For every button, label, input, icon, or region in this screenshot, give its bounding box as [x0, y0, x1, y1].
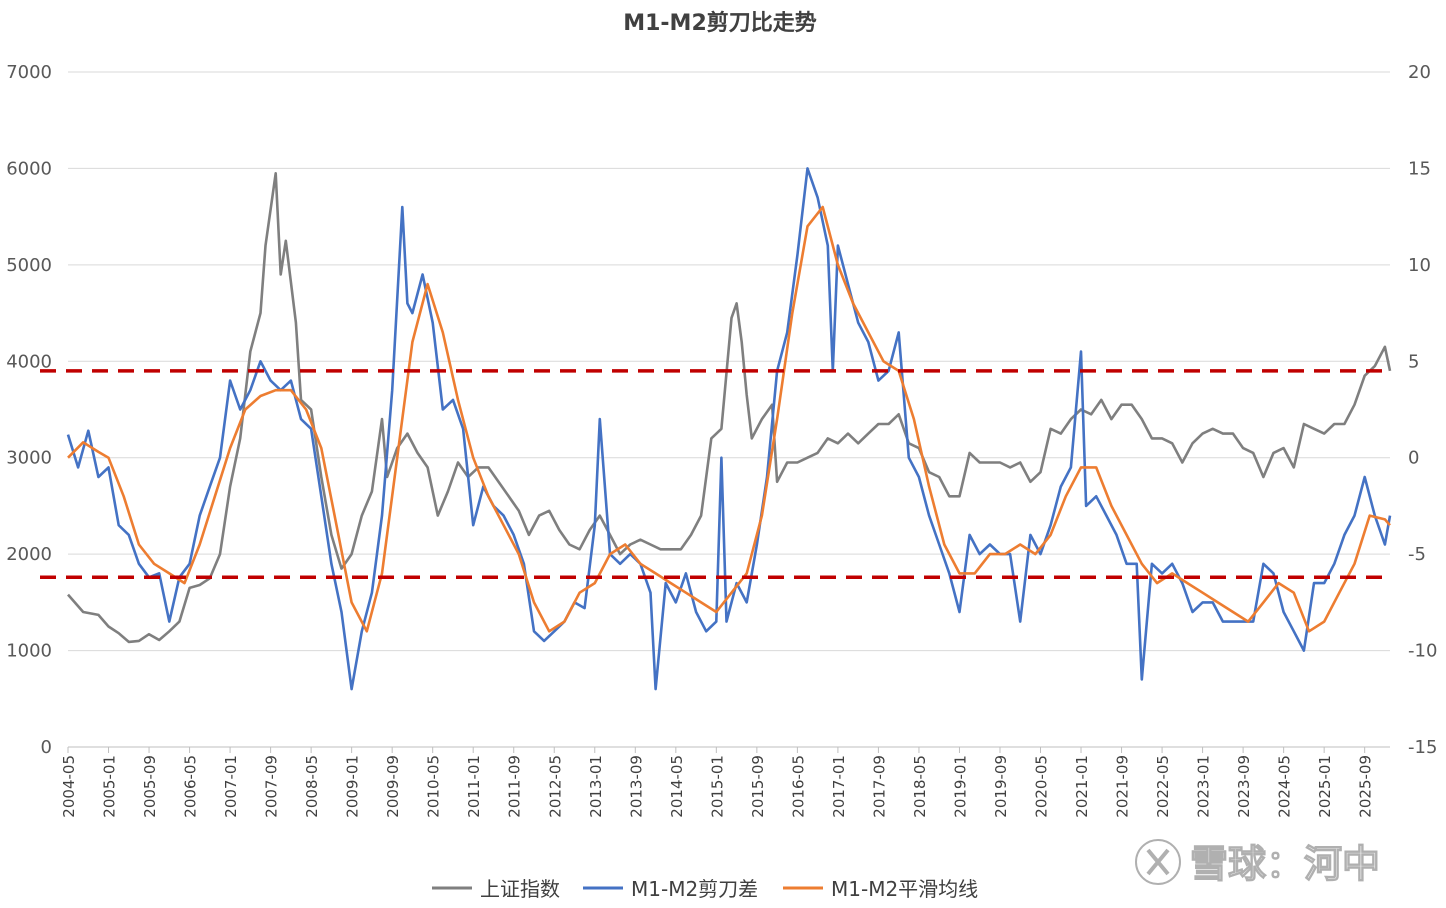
x-tick-label: 2016-05 [789, 755, 807, 818]
x-axis: 2004-05 2005-01 2005-09 2006-05 2007-01 2007-… [60, 746, 1390, 818]
x-tick-label: 2014-05 [668, 755, 686, 818]
x-tick-label: 2017-01 [830, 755, 848, 818]
x-tick-label: 2011-09 [506, 755, 524, 818]
left-tick-label: 5000 [6, 255, 52, 276]
x-tick-label: 2004-05 [60, 755, 78, 818]
x-tick-label: 2011-01 [465, 755, 483, 818]
legend-item: M1-M2平滑均线 [783, 877, 978, 901]
x-tick-label: 2017-09 [870, 755, 888, 818]
left-tick-label: 0 [41, 737, 52, 758]
right-tick-label: -15 [1408, 737, 1437, 758]
left-tick-label: 1000 [6, 641, 52, 662]
x-tick-label: 2008-05 [303, 755, 321, 818]
x-tick-label: 2025-01 [1316, 755, 1334, 818]
watermark: 雪球：河中 [1135, 839, 1381, 887]
x-tick-label: 2019-09 [992, 755, 1010, 818]
x-tick-label: 2024-05 [1276, 755, 1294, 818]
series-lines [66, 167, 1392, 691]
x-tick-label: 2005-01 [101, 755, 119, 818]
left-tick-label: 4000 [6, 351, 52, 372]
x-tick-label: 2015-09 [749, 755, 767, 818]
legend-label: M1-M2平滑均线 [831, 877, 978, 901]
x-tick-label: 2025-09 [1357, 755, 1375, 818]
gridlines [68, 71, 1390, 748]
chart-title: M1-M2剪刀比走势 [623, 10, 817, 36]
x-tick-label: 2010-05 [425, 755, 443, 818]
legend-item: M1-M2剪刀差 [583, 877, 758, 901]
legend-label: M1-M2剪刀差 [631, 877, 758, 901]
x-tick-label: 2005-09 [141, 755, 159, 818]
right-tick-label: 0 [1408, 448, 1419, 469]
series-line-0 [67, 172, 1392, 644]
legend: 上证指数 M1-M2剪刀差 M1-M2平滑均线 [432, 877, 978, 901]
x-tick-label: 2013-09 [627, 755, 645, 818]
x-tick-label: 2015-01 [708, 755, 726, 818]
series-line-2 [67, 205, 1391, 633]
left-tick-label: 6000 [6, 158, 52, 179]
x-tick-label: 2021-01 [1073, 755, 1091, 818]
x-tick-label: 2007-01 [222, 755, 240, 818]
left-y-axis: 0 1000 2000 3000 4000 5000 6000 7000 [6, 62, 52, 758]
x-tick-label: 2007-09 [263, 755, 281, 818]
left-tick-label: 7000 [6, 62, 52, 83]
left-tick-label: 2000 [6, 544, 52, 565]
watermark-text: 雪球：河中 [1190, 842, 1380, 886]
snowball-logo-icon [1135, 839, 1181, 885]
x-tick-label: 2013-01 [587, 755, 605, 818]
x-tick-label: 2006-05 [182, 755, 200, 818]
reference-lines [40, 369, 1392, 580]
x-tick-label: 2023-01 [1195, 755, 1213, 818]
x-tick-label: 2012-05 [546, 755, 564, 818]
x-tick-label: 2023-09 [1235, 755, 1253, 818]
x-tick-label: 2009-09 [384, 755, 402, 818]
right-tick-label: 5 [1408, 351, 1419, 372]
x-tick-label: 2021-09 [1114, 755, 1132, 818]
left-tick-label: 3000 [6, 448, 52, 469]
x-tick-label: 2018-05 [911, 755, 929, 818]
x-tick-label: 2022-05 [1154, 755, 1172, 818]
right-y-axis: -15 -10 -5 0 5 10 15 20 [1408, 62, 1437, 758]
right-tick-label: -10 [1408, 641, 1437, 662]
legend-label: 上证指数 [480, 877, 560, 901]
right-tick-label: 20 [1408, 62, 1431, 83]
legend-item: 上证指数 [432, 877, 560, 901]
right-tick-label: 10 [1408, 255, 1431, 276]
x-tick-label: 2020-05 [1033, 755, 1051, 818]
right-tick-label: -5 [1408, 544, 1426, 565]
series-line-1 [66, 167, 1392, 691]
right-tick-label: 15 [1408, 158, 1431, 179]
x-tick-label: 2009-01 [344, 755, 362, 818]
x-tick-label: 2019-01 [951, 755, 969, 818]
